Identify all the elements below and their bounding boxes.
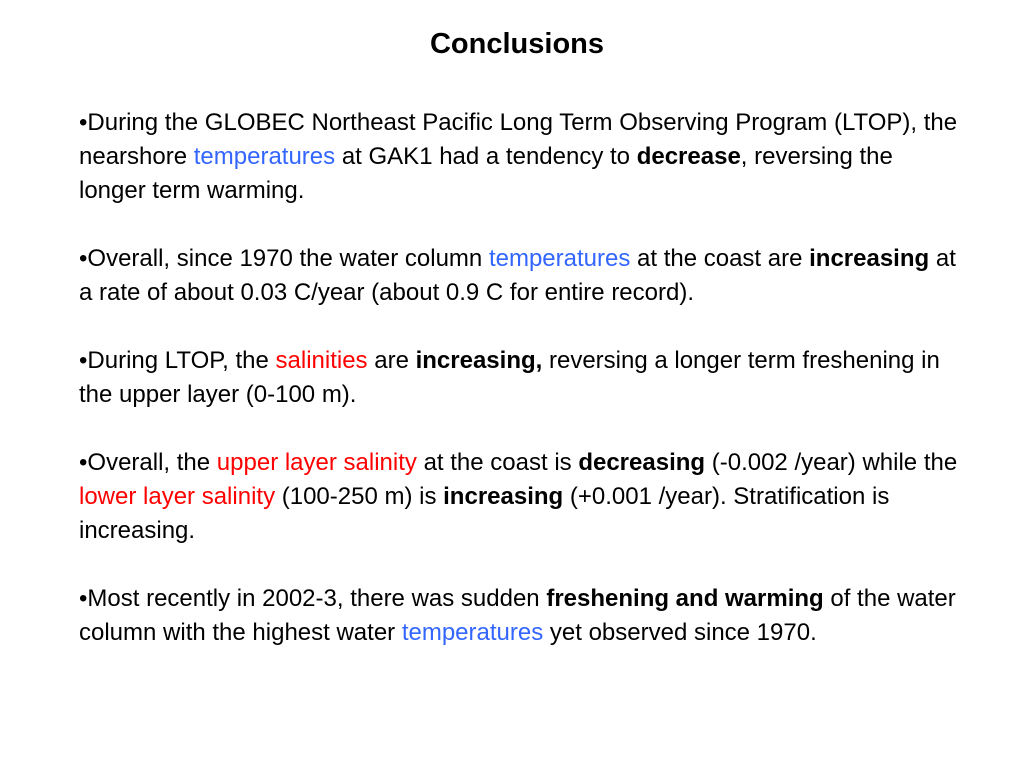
bullet-text-segment: decrease: [636, 143, 741, 170]
bullet-item: •During the GLOBEC Northeast Pacific Lon…: [79, 106, 959, 208]
bullet-text-segment: reversing a longer term freshening in th…: [79, 347, 940, 408]
bullet-text-segment: at a rate of about 0.03 C/year (about 0.…: [79, 245, 956, 306]
bullet-text-segment: Most recently in 2002-3, there was sudde…: [87, 585, 547, 612]
bullet-text-segment: decreasing: [578, 449, 706, 476]
bullet-dot-icon: •: [79, 449, 88, 476]
bullet-text-segment: , reversing the longer term warming.: [79, 143, 893, 204]
bullet-text-segment: are: [367, 347, 416, 374]
bullet-text-segment: at the coast are: [630, 245, 810, 272]
bullet-text-segment: at the coast is: [416, 449, 579, 476]
bullet-text-segment: (-0.002 /year) while the: [705, 449, 958, 476]
bullet-list: •During the GLOBEC Northeast Pacific Lon…: [79, 106, 959, 650]
bullet-dot-icon: •: [79, 585, 88, 612]
bullet-text-segment: increasing: [809, 245, 930, 272]
bullet-text-segment: increasing: [443, 483, 564, 510]
bullet-text-segment: yet observed since 1970.: [543, 619, 817, 646]
bullet-text-segment: salinities: [275, 347, 368, 374]
bullet-text-segment: freshening and warming: [546, 585, 824, 612]
bullet-text-segment: temperatures: [488, 245, 631, 272]
bullet-item: •During LTOP, the salinities are increas…: [79, 344, 959, 412]
bullet-text-segment: temperatures: [401, 619, 544, 646]
bullet-text-segment: (100-250 m) is: [275, 483, 444, 510]
bullet-text-segment: of the water column with the highest wat…: [79, 585, 956, 646]
bullet-item: •Overall, the upper layer salinity at th…: [79, 446, 959, 548]
bullet-dot-icon: •: [79, 109, 88, 136]
bullet-text-segment: increasing,: [415, 347, 543, 374]
bullet-text-segment: Overall, the: [87, 449, 217, 476]
bullet-text-segment: at GAK1 had a tendency to: [335, 143, 637, 170]
bullet-text-segment: temperatures: [193, 143, 336, 170]
bullet-item: •Most recently in 2002-3, there was sudd…: [79, 582, 959, 650]
bullet-text-segment: During LTOP, the: [87, 347, 276, 374]
bullet-item: •Overall, since 1970 the water column te…: [79, 242, 959, 310]
bullet-text-segment: During the GLOBEC Northeast Pacific Long…: [79, 109, 958, 170]
bullet-text-segment: Overall, since 1970 the water column: [87, 245, 489, 272]
bullet-text-segment: lower layer salinity: [79, 483, 276, 510]
bullet-dot-icon: •: [79, 245, 88, 272]
slide-title: Conclusions: [429, 28, 604, 60]
bullet-dot-icon: •: [79, 347, 88, 374]
bullet-text-segment: (+0.001 /year). Stratification is increa…: [79, 483, 890, 544]
bullet-text-segment: upper layer salinity: [216, 449, 417, 476]
